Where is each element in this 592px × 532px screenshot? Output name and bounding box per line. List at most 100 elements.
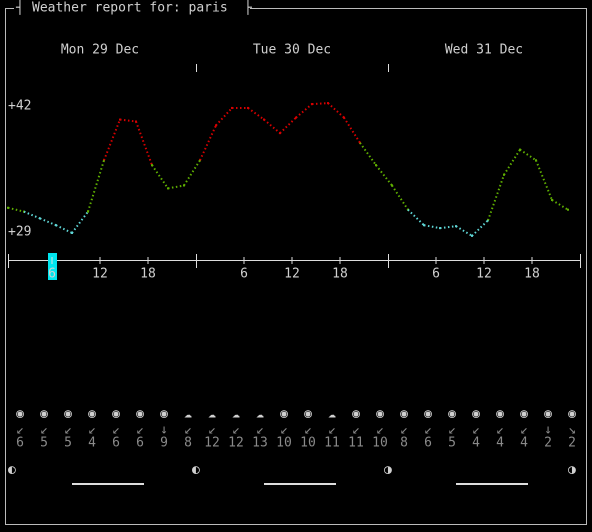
frame-glyph: ┤ — [15, 0, 24, 16]
wind-speed: 2 — [544, 436, 552, 451]
curve-segment — [439, 225, 457, 230]
wind-arrow: ↙ — [352, 423, 360, 438]
condition-icon: ☁ — [328, 407, 336, 422]
x-tick-label: 12 — [92, 267, 108, 282]
x-tick-label: 6 — [240, 267, 248, 282]
frame — [5, 8, 587, 525]
curve-segment — [23, 210, 41, 220]
wind-speed: 6 — [112, 436, 120, 451]
curve-segment — [391, 184, 409, 211]
condition-icon: ◉ — [280, 407, 288, 422]
wind-speed: 6 — [136, 436, 144, 451]
y-tick-label: +42 — [8, 99, 31, 114]
wind-speed: 6 — [16, 436, 24, 451]
curve-segment — [183, 159, 201, 187]
curve-segment — [551, 199, 569, 211]
curve-segment — [135, 121, 153, 166]
wind-arrow: ↙ — [400, 423, 408, 438]
wind-speed: 4 — [88, 436, 96, 451]
wind-arrow: ↙ — [328, 423, 336, 438]
wind-arrow: ↙ — [280, 423, 288, 438]
curve-segment — [263, 118, 281, 134]
wind-arrow: ↙ — [424, 423, 432, 438]
condition-icon: ◉ — [424, 407, 432, 422]
wind-arrow: ↘ — [568, 423, 576, 438]
title: Weather report for: paris — [32, 1, 228, 16]
title-bg — [14, 0, 250, 16]
wind-arrow: ↓ — [160, 423, 168, 438]
wind-arrow: ↙ — [448, 423, 456, 438]
wind-speed: 9 — [160, 436, 168, 451]
day-label: Wed 31 Dec — [445, 43, 523, 58]
wind-speed: 4 — [496, 436, 504, 451]
wind-arrow: ↙ — [112, 423, 120, 438]
wind-speed: 4 — [520, 436, 528, 451]
curve-segment — [519, 148, 537, 162]
curve-segment — [535, 159, 553, 201]
condition-icon: ◉ — [544, 407, 552, 422]
wind-speed: 8 — [400, 436, 408, 451]
svg-text:◑: ◑ — [384, 463, 392, 478]
curve-segment — [327, 102, 345, 119]
curve-segment — [455, 225, 473, 237]
wind-arrow: ↙ — [184, 423, 192, 438]
condition-icon: ◉ — [568, 407, 576, 422]
wind-arrow: ↙ — [64, 423, 72, 438]
wind-arrow: ↙ — [232, 423, 240, 438]
curve-segment — [247, 107, 265, 121]
wind-arrow: ↙ — [88, 423, 96, 438]
curve-segment — [103, 119, 121, 161]
curve-segment — [375, 164, 393, 187]
x-tick-label: 6 — [48, 267, 56, 282]
wind-speed: 11 — [348, 436, 364, 451]
wind-arrow: ↙ — [472, 423, 480, 438]
curve-segment — [215, 107, 233, 127]
curve-segment — [55, 224, 73, 234]
wind-arrow: ↙ — [376, 423, 384, 438]
svg-text:◐: ◐ — [192, 463, 200, 478]
wind-speed: 2 — [568, 436, 576, 451]
wind-speed: 5 — [40, 436, 48, 451]
curve-segment — [503, 149, 521, 176]
condition-icon: ◉ — [496, 407, 504, 422]
condition-icon: ◉ — [40, 407, 48, 422]
condition-icon: ◉ — [64, 407, 72, 422]
x-tick-label: 6 — [432, 267, 440, 282]
current-time — [48, 253, 57, 280]
condition-icon: ◉ — [448, 407, 456, 422]
condition-icon: ◉ — [352, 407, 360, 422]
curve-segment — [423, 224, 441, 230]
wind-speed: 4 — [472, 436, 480, 451]
condition-icon: ◉ — [160, 407, 168, 422]
condition-icon: ◉ — [112, 407, 120, 422]
wind-arrow: ↙ — [496, 423, 504, 438]
curve-segment — [71, 211, 89, 234]
wind-arrow: ↙ — [520, 423, 528, 438]
wind-speed: 5 — [448, 436, 456, 451]
curve-segment — [343, 117, 361, 144]
condition-icon: ☁ — [256, 407, 264, 422]
curve-segment — [39, 217, 57, 227]
wind-speed: 12 — [204, 436, 220, 451]
day-separators — [8, 64, 581, 268]
curve-segment — [199, 124, 217, 161]
condition-icon: ☁ — [232, 407, 240, 422]
curve-segment — [151, 164, 169, 189]
x-tick-label: 18 — [140, 267, 156, 282]
wind-arrow: ↙ — [208, 423, 216, 438]
day-label: Tue 30 Dec — [253, 43, 331, 58]
wind-speed: 8 — [184, 436, 192, 451]
condition-icon: ◉ — [88, 407, 96, 422]
wind-arrow: ↙ — [16, 423, 24, 438]
condition-icon: ◉ — [376, 407, 384, 422]
condition-icon: ◉ — [136, 407, 144, 422]
wind-speed: 12 — [228, 436, 244, 451]
curve-segment — [87, 159, 105, 212]
curve-segment — [311, 102, 329, 106]
wind-speed: 5 — [64, 436, 72, 451]
curve-segment — [279, 116, 297, 134]
wind-arrow: ↙ — [304, 423, 312, 438]
condition-icon: ◉ — [304, 407, 312, 422]
wind-speed: 10 — [300, 436, 316, 451]
